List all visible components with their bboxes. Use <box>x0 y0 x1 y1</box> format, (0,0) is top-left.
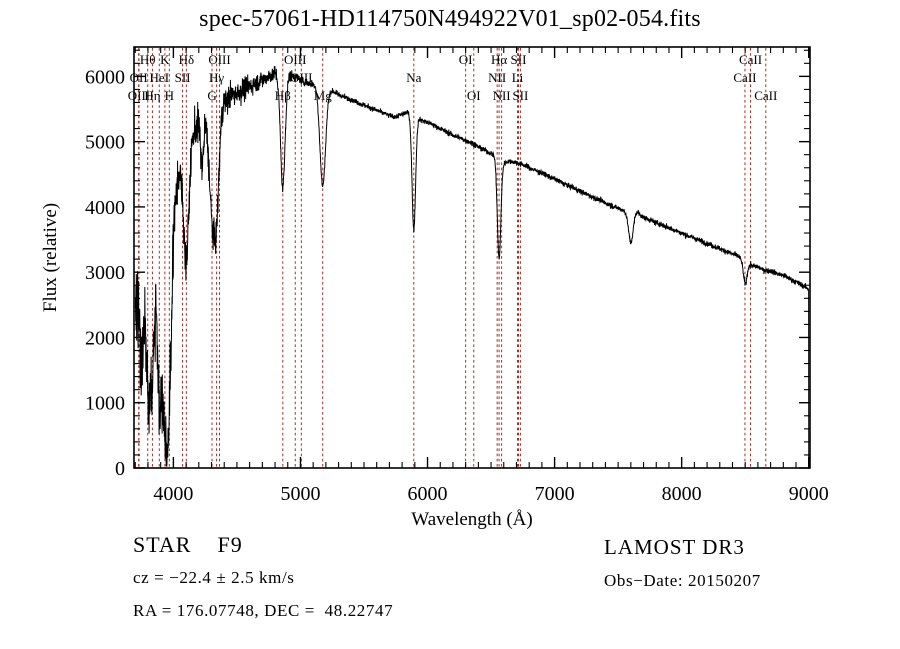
y-tick-label: 5000 <box>85 132 125 154</box>
spectrum-trace <box>134 66 810 469</box>
spectral-line-label: OIII <box>208 52 230 67</box>
spectral-line-label: HeI <box>150 70 170 85</box>
spectral-line-label: OI <box>467 88 481 103</box>
x-tick-label: 9000 <box>789 483 829 505</box>
axis-layer: 4000 5000 6000 7000 8000 9000 0 1000 2000 3000 400… <box>40 46 829 530</box>
spectral-line-label: NII <box>493 88 511 103</box>
x-tick-label: 7000 <box>535 483 575 505</box>
x-tick-label: 8000 <box>662 483 702 505</box>
spectral-line-label: OI <box>459 52 473 67</box>
footer-cz: cz = −22.4 ± 2.5 km/s <box>133 568 295 587</box>
spectral-line-label: H <box>165 88 174 103</box>
spectral-line-label: Mg <box>314 88 333 103</box>
line-marker-layer <box>138 48 767 467</box>
line-label-layer: OIIOIIIHθHηHeIKHSIIHδGHγOIIIHβOIIIOIIIMg… <box>128 52 778 103</box>
footer-obs-date: Obs−Date: 20150207 <box>604 571 761 590</box>
page-title: spec-57061-HD114750N494922V01_sp02-054.f… <box>199 6 701 32</box>
spectral-line-label: CaII <box>739 52 762 67</box>
spectral-line-label: K <box>160 52 170 67</box>
footer-object-type: STAR F9 <box>133 532 243 557</box>
spectral-line-label: OIII <box>128 88 150 103</box>
footer-survey: LAMOST DR3 <box>604 535 745 559</box>
x-tick-label: 6000 <box>408 483 448 505</box>
plot-frame <box>133 46 811 469</box>
spectral-line-label: NII <box>488 70 506 85</box>
x-tick-label: 4000 <box>153 483 193 505</box>
y-axis-title: Flux (relative) <box>40 203 61 312</box>
spectral-line-label: SII <box>175 70 191 85</box>
spectral-line-label: OIII <box>290 70 312 85</box>
spectrum-curve-layer <box>134 66 810 469</box>
y-tick-label: 2000 <box>85 327 125 349</box>
x-tick-label: 5000 <box>280 483 320 505</box>
y-tick-label: 4000 <box>85 197 125 219</box>
y-tick-label: 3000 <box>85 262 125 284</box>
spectral-line-label: Na <box>406 70 421 85</box>
footer-coordinates: RA = 176.07748, DEC = 48.22747 <box>133 601 394 620</box>
spectral-line-label: Hβ <box>275 88 291 103</box>
spectral-line-label: SII <box>511 52 527 67</box>
spectral-line-label: Hθ <box>140 52 156 67</box>
y-tick-label: 6000 <box>85 66 125 88</box>
spectral-line-label: Hγ <box>209 70 224 85</box>
spectral-line-label: Hη <box>144 88 160 103</box>
y-tick-label: 0 <box>115 458 125 480</box>
y-tick-label: 1000 <box>85 393 125 415</box>
spectral-line-label: Li <box>512 70 524 85</box>
spectral-line-label: OII <box>130 70 148 85</box>
spectral-line-label: Hα <box>491 52 507 67</box>
spectral-line-label: SII <box>512 88 528 103</box>
x-axis-title: Wavelength (Å) <box>411 509 532 530</box>
spectral-line-label: Hδ <box>179 52 195 67</box>
spectral-line-label: G <box>207 88 216 103</box>
spectral-line-label: OIII <box>284 52 306 67</box>
spectral-line-label: CaII <box>754 88 777 103</box>
spectral-line-label: CaII <box>733 70 756 85</box>
